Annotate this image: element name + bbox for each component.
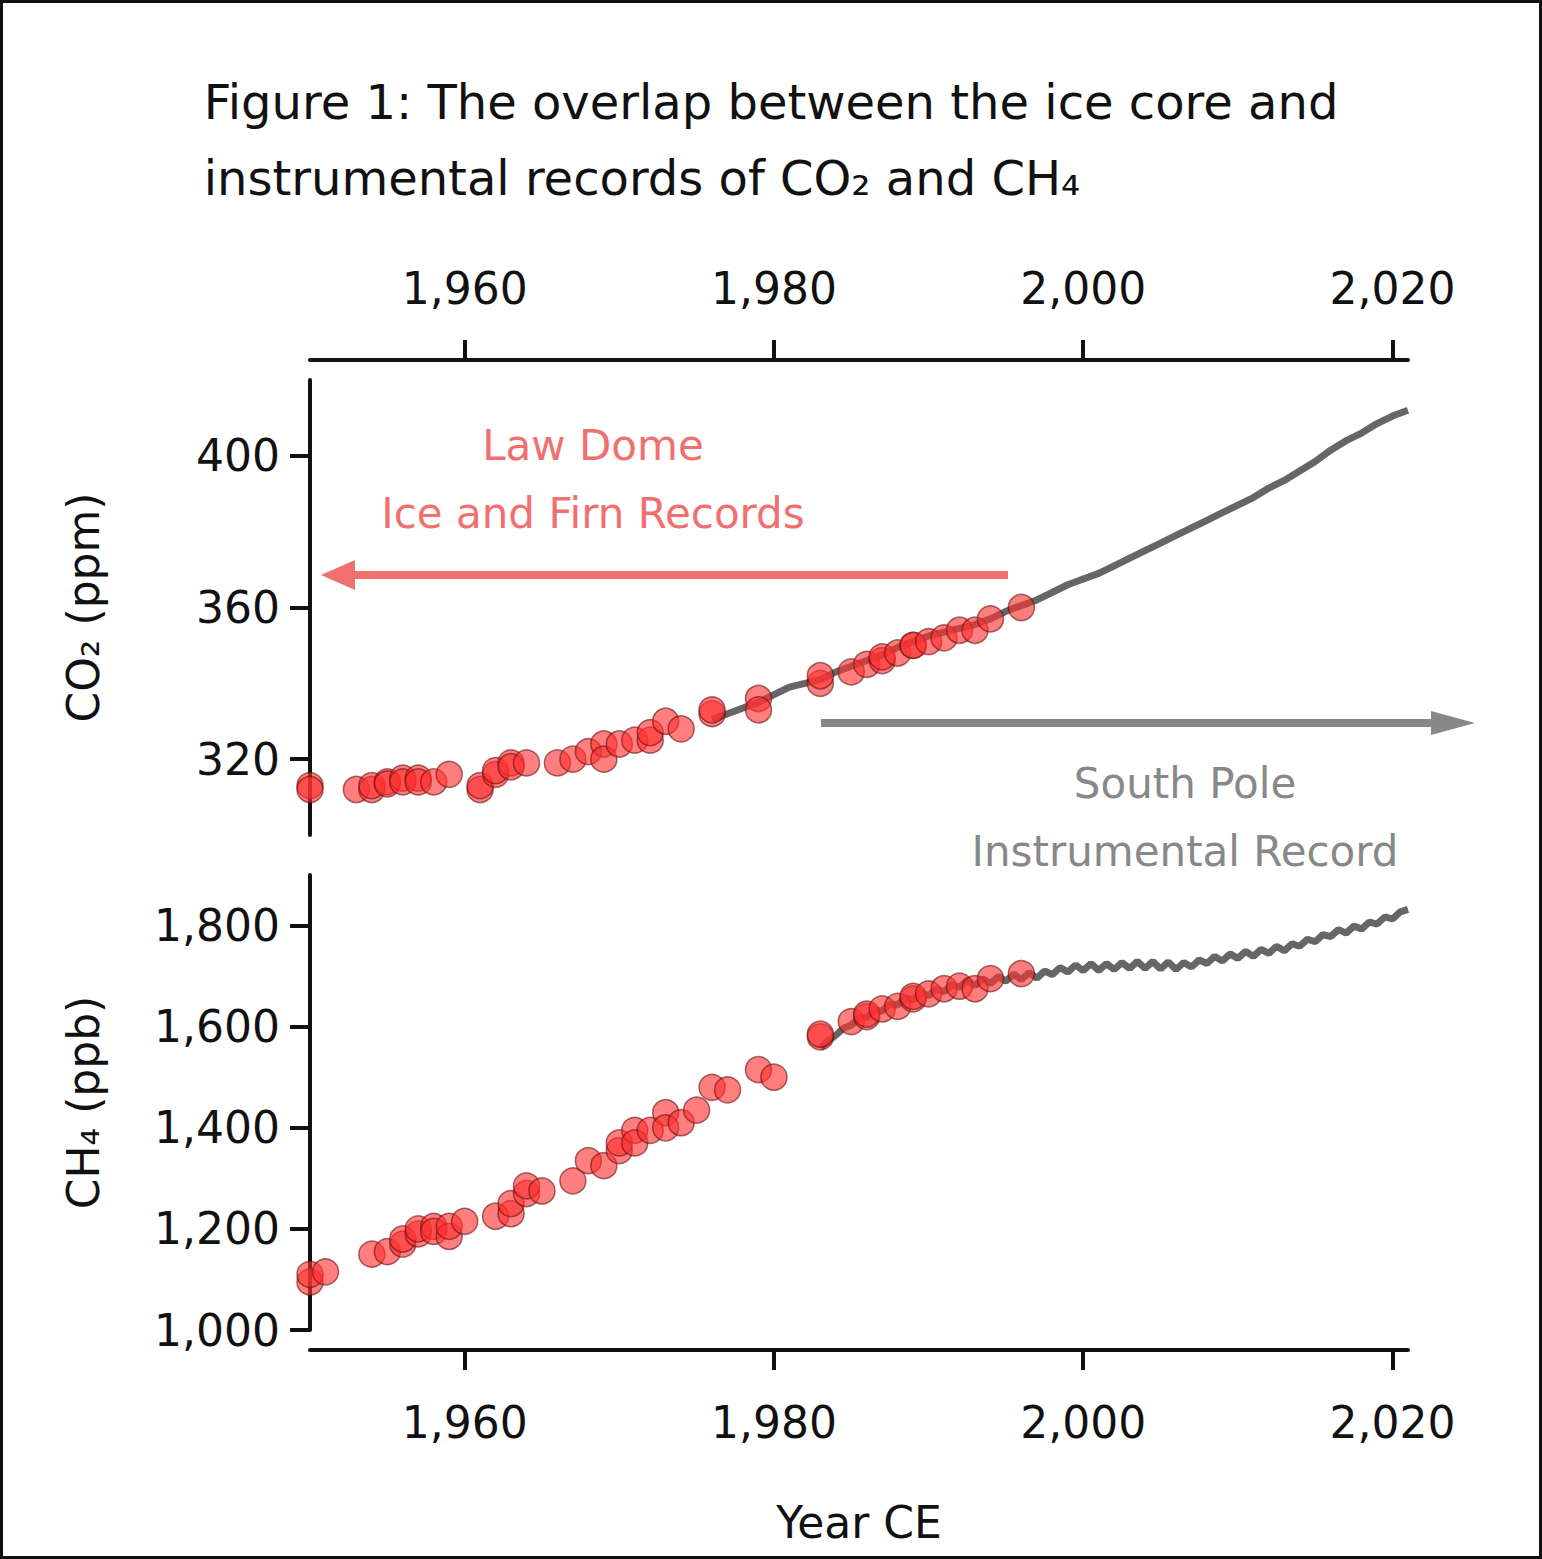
svg-text:1,200: 1,200 bbox=[154, 1203, 280, 1254]
svg-text:Year CE: Year CE bbox=[775, 1497, 942, 1548]
svg-text:CH₄ (ppb): CH₄ (ppb) bbox=[58, 996, 109, 1210]
svg-text:360: 360 bbox=[196, 582, 280, 633]
svg-text:1,000: 1,000 bbox=[154, 1305, 280, 1356]
svg-text:2,000: 2,000 bbox=[1020, 263, 1146, 314]
svg-text:2,000: 2,000 bbox=[1020, 1397, 1146, 1448]
svg-text:1,980: 1,980 bbox=[711, 263, 837, 314]
svg-text:Instrumental Record: Instrumental Record bbox=[972, 827, 1399, 876]
svg-text:1,600: 1,600 bbox=[154, 1001, 280, 1052]
svg-text:Figure 1: The overlap between: Figure 1: The overlap between the ice co… bbox=[204, 74, 1339, 130]
svg-text:Ice and Firn Records: Ice and Firn Records bbox=[381, 489, 804, 538]
svg-text:instrumental records of CO₂ an: instrumental records of CO₂ and CH₄ bbox=[204, 150, 1081, 206]
svg-text:1,800: 1,800 bbox=[154, 900, 280, 951]
svg-text:1,980: 1,980 bbox=[711, 1397, 837, 1448]
svg-text:320: 320 bbox=[196, 734, 280, 785]
svg-text:Law Dome: Law Dome bbox=[482, 421, 704, 470]
svg-text:1,960: 1,960 bbox=[402, 263, 528, 314]
svg-text:South Pole: South Pole bbox=[1074, 759, 1296, 808]
svg-text:1,400: 1,400 bbox=[154, 1102, 280, 1153]
svg-text:2,020: 2,020 bbox=[1330, 1397, 1456, 1448]
svg-text:400: 400 bbox=[196, 430, 280, 481]
svg-text:CO₂ (ppm): CO₂ (ppm) bbox=[58, 492, 109, 722]
svg-text:1,960: 1,960 bbox=[402, 1397, 528, 1448]
svg-text:2,020: 2,020 bbox=[1330, 263, 1456, 314]
